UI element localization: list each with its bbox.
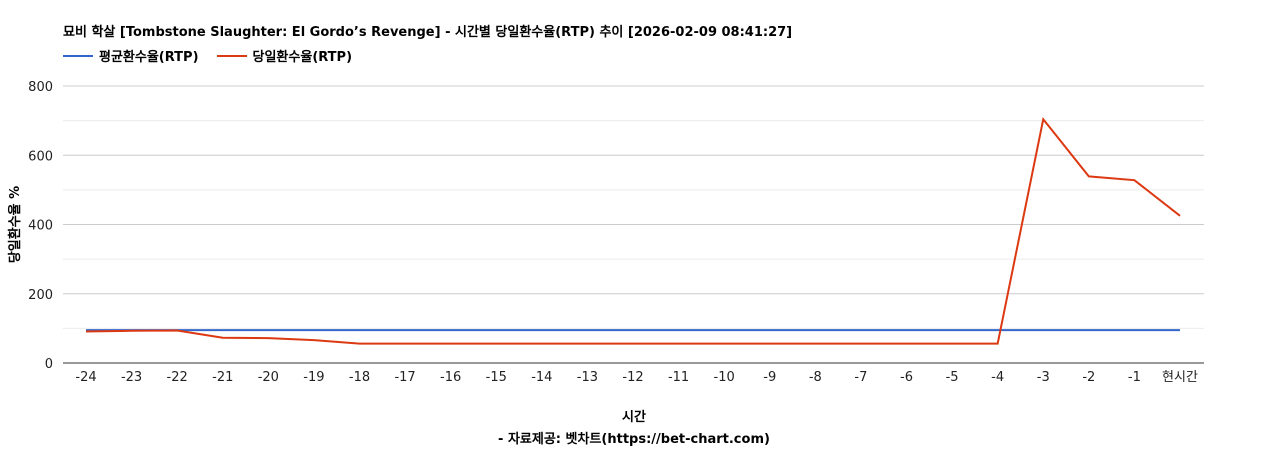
x-tick-label: -13 [577,370,598,385]
x-tick-label: -3 [1037,370,1050,385]
x-tick-label: -11 [668,370,689,385]
series-line-daily [85,116,1181,345]
y-tick-label: 600 [28,149,53,164]
x-tick-label: -6 [900,370,913,385]
x-tick-label: -17 [394,370,415,385]
x-tick-label: -22 [167,370,188,385]
x-tick-label: -9 [763,370,776,385]
x-tick-label: -12 [622,370,643,385]
x-tick-label: -16 [440,370,461,385]
x-tick-label: -24 [75,370,96,385]
y-axis-label: 당일환수율 % [7,186,23,263]
x-tick-label: -1 [1128,370,1141,385]
y-tick-label: 400 [28,219,53,234]
x-tick-label: -5 [946,370,959,385]
legend-swatch [216,54,247,57]
x-tick-label: -14 [531,370,552,385]
legend-item-daily[interactable]: 당일환수율(RTP) [216,46,353,65]
x-tick-label: -2 [1082,370,1095,385]
x-tick-label: -21 [212,370,233,385]
x-tick-label: 현시간 [1162,370,1198,385]
x-tick-label: -4 [991,370,1004,385]
x-tick-label: -19 [303,370,324,385]
x-tick-label: -23 [121,370,142,385]
legend-item-average[interactable]: 평균환수율(RTP) [63,46,199,65]
y-tick-label: 800 [28,80,53,95]
x-tick-label: -20 [258,370,279,385]
y-tick-label: 0 [45,357,53,372]
legend-swatch [63,54,93,57]
y-tick-label: 200 [28,288,53,303]
legend: 평균환수율(RTP) 당일환수율(RTP) [63,46,352,65]
x-tick-label: -8 [809,370,822,385]
x-tick-label: -15 [486,370,507,385]
x-tick-label: -7 [854,370,867,385]
x-tick-label: -10 [714,370,735,385]
chart-title: 묘비 학살 [Tombstone Slaughter: El Gordo’s R… [63,25,793,40]
x-tick-label: -18 [349,370,370,385]
source-credit: - 자료제공: 벳차트(https://bet-chart.com) [498,432,770,447]
legend-label: 평균환수율(RTP) [99,50,199,65]
legend-label: 당일환수율(RTP) [252,50,353,65]
x-axis-label: 시간 [622,410,646,425]
